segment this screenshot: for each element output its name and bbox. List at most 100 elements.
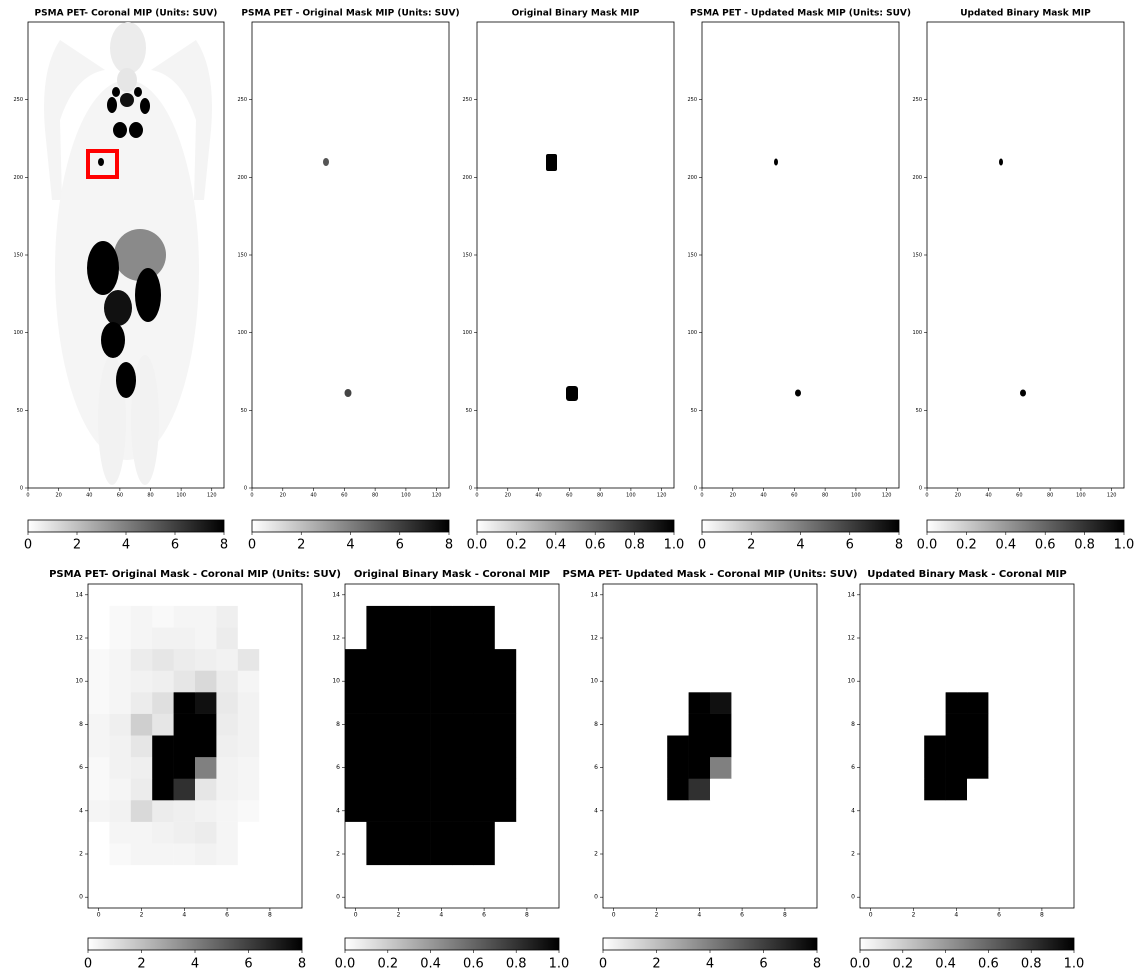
cell: [796, 778, 818, 800]
cell: [281, 606, 303, 628]
panel: PSMA PET- Original Mask - Coronal MIP (U…: [49, 569, 341, 972]
cell: [603, 584, 625, 606]
cell: [1010, 735, 1032, 757]
y-tick-label: 200: [462, 175, 472, 181]
cell: [796, 649, 818, 671]
cell: [946, 714, 968, 736]
y-tick-label: 150: [687, 253, 697, 259]
axes-frame: [252, 22, 449, 488]
cell: [881, 865, 903, 887]
cell: [195, 649, 217, 671]
y-tick-label: 8: [851, 721, 855, 728]
cell: [796, 843, 818, 865]
cell: [281, 757, 303, 779]
colorbar-tick-label: 0.2: [377, 957, 398, 972]
cell: [409, 584, 431, 606]
cell: [1031, 670, 1053, 692]
cell: [646, 606, 668, 628]
cell: [774, 822, 796, 844]
y-tick-label: 12: [332, 635, 340, 642]
cell: [774, 714, 796, 736]
cell: [452, 800, 474, 822]
panel-title: PSMA PET- Original Mask - Coronal MIP (U…: [49, 569, 341, 580]
x-tick-label: 2: [912, 912, 916, 919]
cell: [967, 843, 989, 865]
cell: [174, 584, 196, 606]
cell: [216, 800, 238, 822]
y-tick-label: 14: [75, 591, 83, 598]
cell: [710, 800, 732, 822]
y-tick-label: 10: [847, 678, 855, 685]
cell: [409, 865, 431, 887]
cell: [409, 692, 431, 714]
cell: [109, 843, 131, 865]
cell: [152, 757, 174, 779]
y-tick-label: 12: [590, 635, 598, 642]
cell: [516, 584, 538, 606]
cell: [388, 886, 410, 908]
cell: [753, 606, 775, 628]
cell: [216, 714, 238, 736]
colorbar-tick-label: 1.0: [1064, 957, 1085, 972]
cell: [238, 735, 260, 757]
cell: [452, 584, 474, 606]
cell: [452, 865, 474, 887]
cell: [1010, 822, 1032, 844]
y-tick-label: 12: [75, 635, 83, 642]
cell: [946, 606, 968, 628]
cell: [881, 692, 903, 714]
y-tick-label: 50: [691, 408, 697, 414]
cell: [131, 649, 153, 671]
cell: [774, 778, 796, 800]
cell: [988, 735, 1010, 757]
colorbar-tick-label: 0: [698, 538, 706, 553]
cell: [259, 606, 281, 628]
cell: [1010, 606, 1032, 628]
cell: [646, 886, 668, 908]
cell: [216, 886, 238, 908]
cell: [109, 865, 131, 887]
cell: [388, 584, 410, 606]
cell: [988, 692, 1010, 714]
cell: [667, 714, 689, 736]
cell: [1031, 886, 1053, 908]
cell: [345, 584, 367, 606]
cell: [195, 606, 217, 628]
cell: [88, 843, 110, 865]
cell: [881, 649, 903, 671]
colorbar-tick-label: 1.0: [664, 538, 685, 553]
y-tick-label: 50: [466, 408, 472, 414]
cell: [473, 757, 495, 779]
cell: [603, 692, 625, 714]
cell: [366, 692, 388, 714]
cell: [1010, 800, 1032, 822]
cell: [860, 843, 882, 865]
cell: [366, 606, 388, 628]
cell: [1031, 822, 1053, 844]
axes-frame: [477, 22, 674, 488]
cell: [881, 757, 903, 779]
cell: [452, 886, 474, 908]
x-tick-label: 100: [851, 493, 861, 499]
cell: [860, 800, 882, 822]
cell: [924, 865, 946, 887]
panel: PSMA PET - Updated Mask MIP (Units: SUV)…: [687, 9, 911, 553]
cell: [1031, 843, 1053, 865]
cell: [238, 843, 260, 865]
cell: [473, 778, 495, 800]
cell: [903, 670, 925, 692]
cell: [495, 778, 517, 800]
cell: [603, 886, 625, 908]
colorbar-tick-label: 0.8: [1074, 538, 1095, 553]
cell: [538, 822, 560, 844]
cell: [946, 627, 968, 649]
cell: [967, 822, 989, 844]
cell: [516, 714, 538, 736]
x-tick-label: 4: [439, 912, 443, 919]
cell: [109, 714, 131, 736]
cell: [1053, 670, 1075, 692]
cell: [967, 714, 989, 736]
cell: [624, 865, 646, 887]
x-tick-label: 4: [697, 912, 701, 919]
cell: [195, 886, 217, 908]
